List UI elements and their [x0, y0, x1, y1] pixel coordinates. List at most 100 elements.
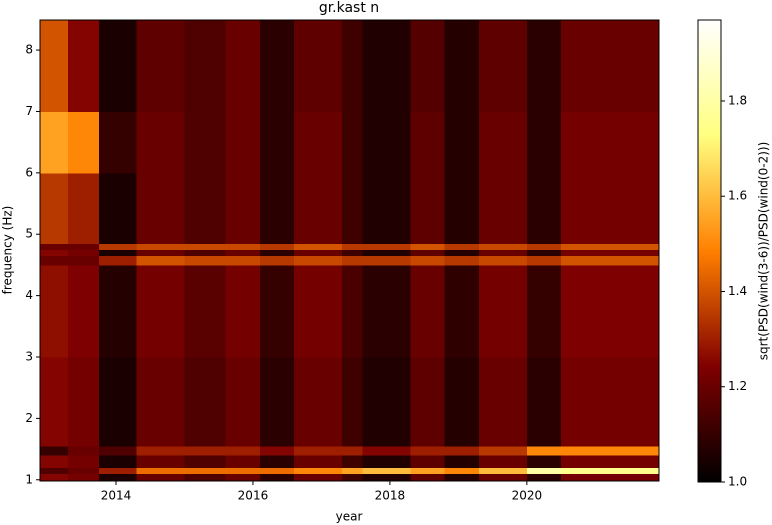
- heatmap-cell: [98, 446, 138, 456]
- heatmap-cell: [561, 249, 660, 257]
- heatmap-cell: [410, 357, 446, 419]
- heatmap-cell: [68, 20, 100, 112]
- heatmap-cell: [444, 172, 480, 244]
- heatmap-cell: [68, 446, 100, 456]
- heatmap-cell: [136, 255, 185, 266]
- heatmap-cell: [225, 467, 261, 475]
- heatmap-cell: [136, 418, 185, 447]
- heatmap-cell: [294, 249, 343, 257]
- y-tick-label: 7: [25, 104, 33, 118]
- heatmap-cell: [40, 473, 69, 482]
- heatmap-cell: [410, 264, 446, 358]
- heatmap-cell: [561, 264, 660, 358]
- heatmap-cell: [561, 172, 660, 244]
- heatmap-cell: [294, 255, 343, 266]
- heatmap-cell: [98, 249, 138, 257]
- heatmap-cell: [68, 467, 100, 475]
- heatmap-cell: [526, 20, 562, 112]
- heatmap-cell: [225, 455, 261, 468]
- heatmap-cell: [341, 243, 364, 251]
- heatmap-cell: [98, 111, 138, 174]
- heatmap-cell: [410, 455, 446, 468]
- heatmap-cell: [40, 111, 69, 174]
- heatmap-cell: [526, 255, 562, 266]
- heatmap-cell: [40, 357, 69, 419]
- x-tick-label: 2014: [101, 489, 132, 503]
- heatmap-cell: [68, 243, 100, 251]
- y-tick-label: 3: [25, 350, 33, 364]
- heatmap-cell: [478, 111, 528, 174]
- y-tick-label: 6: [25, 165, 33, 179]
- heatmap-cell: [341, 446, 364, 456]
- heatmap-cell: [478, 255, 528, 266]
- heatmap-cell: [136, 111, 185, 174]
- heatmap-cell: [362, 467, 411, 475]
- heatmap-cell: [40, 243, 69, 251]
- heatmap-cell: [68, 357, 100, 419]
- heatmap-cell: [98, 264, 138, 358]
- heatmap-cell: [40, 264, 69, 358]
- heatmap-cell: [136, 473, 185, 482]
- heatmap-cell: [98, 172, 138, 244]
- heatmap-cell: [40, 249, 69, 257]
- heatmap-cell: [478, 467, 528, 475]
- heatmap-cell: [478, 473, 528, 482]
- heatmap-cell: [40, 467, 69, 475]
- colorbar: [697, 19, 722, 483]
- heatmap-cell: [225, 264, 261, 358]
- colorbar-tick-label: 1.8: [728, 93, 747, 107]
- heatmap-cell: [478, 172, 528, 244]
- y-tick-label: 5: [25, 227, 33, 241]
- y-tick-label: 4: [25, 288, 33, 302]
- heatmap-cell: [362, 249, 411, 257]
- heatmap-cell: [98, 473, 138, 482]
- heatmap-cell: [444, 473, 480, 482]
- heatmap-cell: [341, 264, 364, 358]
- heatmap-cell: [225, 255, 261, 266]
- heatmap-cell: [259, 243, 295, 251]
- heatmap-cell: [98, 467, 138, 475]
- heatmap-cell: [526, 357, 562, 419]
- heatmap-cell: [259, 249, 295, 257]
- heatmap-cell: [444, 357, 480, 419]
- heatmap-cell: [362, 243, 411, 251]
- heatmap-cell: [526, 243, 562, 251]
- heatmap-cell: [225, 111, 261, 174]
- heatmap-cell: [294, 243, 343, 251]
- heatmap-cell: [136, 20, 185, 112]
- y-axis-label: frequency (Hz): [1, 206, 15, 295]
- heatmap-cell: [136, 249, 185, 257]
- heatmap-cell: [259, 418, 295, 447]
- colorbar-tick-label: 1.0: [728, 475, 747, 489]
- heatmap-cell: [341, 467, 364, 475]
- heatmap-cell: [561, 357, 660, 419]
- heatmap-cell: [444, 455, 480, 468]
- heatmap-cell: [561, 467, 660, 475]
- heatmap-cell: [362, 111, 411, 174]
- heatmap-cell: [526, 473, 562, 482]
- heatmap-cell: [444, 249, 480, 257]
- heatmap-cell: [478, 243, 528, 251]
- heatmap-cell: [444, 467, 480, 475]
- heatmap-cell: [68, 172, 100, 244]
- heatmap-cell: [184, 20, 227, 112]
- heatmap-cell: [478, 264, 528, 358]
- heatmap-cell: [478, 446, 528, 456]
- heatmap-cell: [184, 467, 227, 475]
- heatmap-cell: [68, 249, 100, 257]
- heatmap-cell: [444, 20, 480, 112]
- heatmap-cell: [40, 255, 69, 266]
- heatmap-cell: [259, 473, 295, 482]
- heatmap-cell: [362, 473, 411, 482]
- colorbar-tick-label: 1.2: [728, 379, 747, 393]
- heatmap-cell: [98, 418, 138, 447]
- heatmap-cell: [362, 255, 411, 266]
- y-tick-label: 1: [25, 472, 33, 486]
- heatmap-cell: [184, 255, 227, 266]
- heatmap-cell: [225, 172, 261, 244]
- heatmap-cell: [362, 446, 411, 456]
- heatmap-cell: [40, 172, 69, 244]
- heatmap-cell: [68, 255, 100, 266]
- heatmap-cell: [410, 446, 446, 456]
